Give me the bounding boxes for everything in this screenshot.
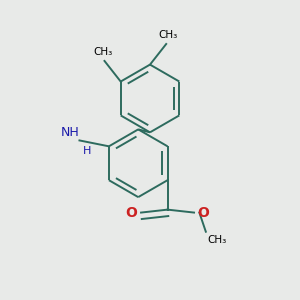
Text: NH: NH xyxy=(61,126,80,139)
Text: O: O xyxy=(197,206,209,220)
Text: O: O xyxy=(125,206,136,220)
Text: CH₃: CH₃ xyxy=(207,235,226,245)
Text: H: H xyxy=(83,146,91,156)
Text: CH₃: CH₃ xyxy=(158,30,177,40)
Text: CH₃: CH₃ xyxy=(93,46,112,56)
